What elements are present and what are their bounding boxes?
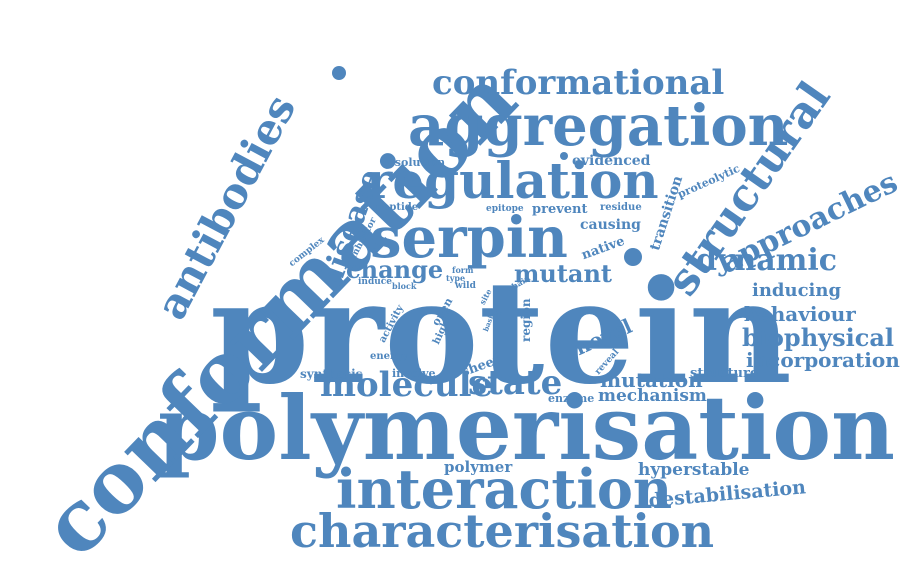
word-epitope: epitope: [486, 204, 524, 214]
word-structure: structure: [690, 366, 759, 381]
word-protein: protein: [210, 250, 792, 416]
word-synthesis: synthesis: [300, 367, 363, 381]
word-causing: causing: [580, 217, 641, 233]
word-type: type: [446, 273, 466, 283]
word-characterisation: characterisation: [290, 504, 715, 558]
dot-decoration: [560, 152, 568, 160]
word-aggregation: aggregation: [408, 93, 789, 159]
word-incorporation: incorporation: [746, 348, 900, 372]
word-molecule: molecule: [320, 365, 494, 405]
word-enzyme: enzyme: [548, 392, 595, 405]
word-wild: wild: [455, 281, 476, 291]
word-inducing: inducing: [752, 280, 842, 301]
word-conformational: conformational: [432, 63, 725, 103]
dot-decoration: [332, 66, 346, 80]
word-residue: residue: [600, 202, 642, 213]
word-involve: involve: [392, 367, 436, 380]
word-biophysical: biophysical: [742, 323, 894, 352]
word-energy: energy: [370, 351, 409, 362]
word-hyperstable: hyperstable: [638, 460, 750, 480]
word-region: region: [519, 298, 533, 342]
word-regulation: regulation: [366, 151, 659, 210]
word-mechanism: mechanism: [598, 386, 707, 406]
word-cloud: protein polymerisation conformation inte…: [22, 49, 900, 575]
word-polymerisation: polymerisation: [158, 376, 895, 480]
word-block: block: [392, 281, 417, 291]
word-resolution: resolution: [382, 156, 446, 169]
word-behaviour: behaviour: [744, 302, 856, 326]
word-prevent: prevent: [532, 202, 588, 217]
dot-decoration: [624, 248, 642, 266]
word-form: form: [452, 265, 474, 275]
word-interaction: interaction: [336, 457, 673, 521]
word-evidenced: evidenced: [572, 153, 651, 169]
word-dynamic: dynamic: [696, 243, 838, 278]
word-polymer: polymer: [444, 458, 513, 476]
word-serpin: serpin: [370, 205, 568, 271]
word-peptide: peptide: [376, 202, 419, 213]
word-mutant: mutant: [514, 259, 613, 288]
word-induce: induce: [358, 277, 393, 287]
word-mutation: mutation: [600, 368, 703, 392]
word-state: state: [468, 363, 563, 403]
word-change: change: [346, 255, 444, 284]
